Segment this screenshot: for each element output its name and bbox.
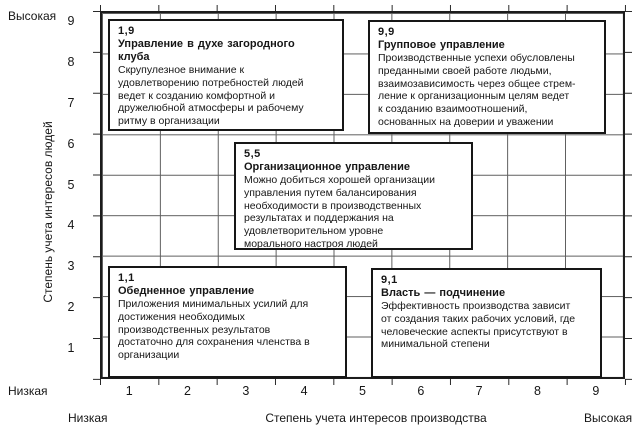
x-axis-tick-labels: 1 2 3 4 5 6 7 8 9 [100, 384, 625, 399]
x-axis-title: Степень учета интересов производства [265, 411, 487, 425]
style-description: Производственные успехи обусловлены пред… [378, 52, 576, 128]
y-tick: 5 [67, 177, 75, 192]
y-axis-ticks-left [93, 11, 100, 380]
style-box-1-1: 1,1 Обедненное управление Приложения мин… [108, 266, 347, 378]
y-axis-tick-labels: 9 8 7 6 5 4 3 2 1 [56, 11, 86, 379]
style-box-9-1: 9,1 Власть — подчинение Эффективность пр… [371, 268, 602, 378]
y-tick: 7 [67, 95, 75, 110]
x-tick: 8 [533, 384, 541, 398]
y-axis-title: Степень учета интересов людей [41, 121, 55, 303]
style-code: 9,1 [381, 274, 398, 286]
style-title: Управление в духе загородного клуба [118, 38, 295, 63]
x-tick: 7 [475, 384, 483, 398]
style-title: Организационное управление [244, 161, 410, 173]
x-tick: 2 [184, 384, 191, 398]
style-description: Скрупулезное внимание к удовлетворению п… [118, 64, 304, 128]
style-title: Групповое управление [378, 39, 505, 51]
x-axis-ticks-bottom [100, 379, 626, 385]
x-axis-ticks-top [100, 5, 626, 11]
x-tick: 4 [300, 384, 308, 398]
y-tick: 1 [67, 341, 75, 356]
style-code: 5,5 [244, 148, 261, 160]
y-tick: 6 [67, 136, 75, 151]
x-axis-high-label: Высокая [584, 411, 633, 425]
y-tick: 4 [67, 218, 75, 233]
style-title: Обедненное управление [118, 285, 255, 297]
style-description: Приложения минимальных усилий для достиж… [118, 298, 310, 362]
y-axis-high-label: Высокая [8, 9, 57, 23]
style-code: 1,9 [118, 25, 135, 37]
y-tick: 8 [67, 54, 75, 69]
style-code: 1,1 [118, 272, 135, 284]
style-code: 9,9 [378, 26, 395, 38]
x-tick: 6 [417, 384, 425, 398]
y-tick: 9 [67, 14, 75, 28]
style-box-1-9: 1,9 Управление в духе загородного клуба … [108, 19, 344, 131]
style-title: Власть — подчинение [381, 287, 506, 299]
style-description: Можно добиться хорошей организации управ… [244, 174, 436, 250]
x-tick: 5 [359, 384, 366, 398]
style-description: Эффективность производства зависит от со… [381, 300, 576, 351]
y-axis-ticks-right [625, 11, 632, 380]
style-box-5-5: 5,5 Организационное управление Можно доб… [234, 142, 473, 250]
x-tick: 9 [592, 384, 600, 398]
x-tick: 1 [125, 384, 133, 398]
x-tick: 3 [242, 384, 250, 398]
y-tick: 2 [67, 300, 75, 315]
y-tick: 3 [67, 259, 75, 274]
y-axis-low-label: Низкая [8, 384, 48, 398]
style-box-9-9: 9,9 Групповое управление Производственны… [368, 20, 606, 134]
x-axis-low-label: Низкая [68, 411, 108, 425]
